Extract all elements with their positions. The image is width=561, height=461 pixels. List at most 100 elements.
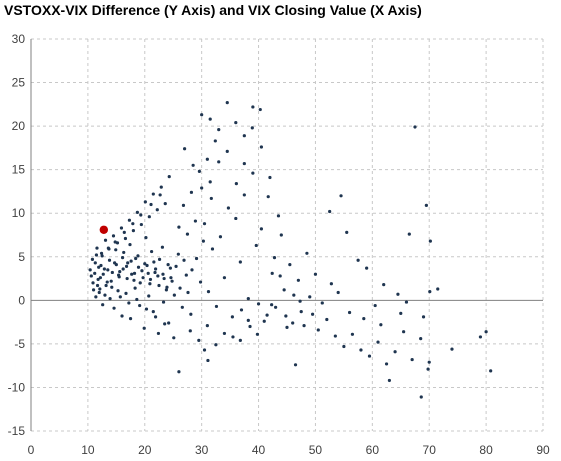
data-point <box>184 273 188 277</box>
data-point <box>124 264 129 268</box>
data-point <box>367 354 372 358</box>
data-point <box>147 294 151 298</box>
data-point <box>256 302 261 306</box>
data-point <box>143 200 147 204</box>
data-point <box>428 239 432 243</box>
data-point <box>139 213 143 217</box>
data-point <box>163 202 167 206</box>
data-point <box>157 283 161 288</box>
data-point <box>168 266 172 270</box>
data-point <box>205 323 209 328</box>
data-point <box>156 274 160 278</box>
data-point <box>161 272 165 276</box>
highlight-point <box>99 225 109 234</box>
data-point <box>396 292 400 296</box>
data-point <box>150 249 154 254</box>
data-point <box>259 145 263 149</box>
data-point <box>118 295 122 299</box>
data-point <box>88 268 92 272</box>
x-tick-labels: 0 10 20 30 40 50 60 70 80 90 <box>28 443 550 457</box>
data-point <box>410 357 414 362</box>
data-point <box>489 369 493 373</box>
data-point <box>230 315 234 319</box>
data-point <box>91 281 95 285</box>
data-point <box>149 202 153 207</box>
data-point <box>356 258 360 262</box>
data-point <box>262 319 266 323</box>
data-point <box>193 219 198 223</box>
data-point <box>101 303 105 307</box>
data-point <box>98 287 102 291</box>
data-point <box>379 323 383 327</box>
data-point <box>119 226 124 230</box>
data-point <box>320 301 324 305</box>
data-point <box>285 325 289 329</box>
data-point <box>436 287 440 291</box>
data-point <box>156 331 161 336</box>
data-point <box>112 306 116 310</box>
x-tick-label: 50 <box>309 443 323 457</box>
data-point <box>127 301 131 305</box>
data-point <box>328 209 332 214</box>
data-point <box>194 256 199 261</box>
data-point <box>169 276 173 280</box>
data-point <box>186 290 190 295</box>
data-point <box>93 271 97 275</box>
data-point <box>234 121 238 125</box>
x-tick-label: 90 <box>536 443 550 457</box>
data-point <box>109 279 113 283</box>
data-point <box>120 256 125 260</box>
data-point <box>248 324 252 329</box>
data-point <box>293 363 298 367</box>
data-point <box>182 258 186 262</box>
data-point <box>222 276 227 280</box>
data-point <box>128 242 132 247</box>
data-point <box>185 232 190 236</box>
data-point <box>180 305 184 309</box>
data-point <box>99 263 103 268</box>
data-point <box>159 185 163 189</box>
data-point <box>284 314 288 318</box>
data-point <box>450 347 454 351</box>
data-point <box>222 331 227 336</box>
data-point <box>96 277 100 282</box>
data-point <box>191 163 195 167</box>
data-point <box>201 239 205 243</box>
data-point <box>210 247 215 251</box>
grid-lines <box>31 38 544 432</box>
data-point <box>226 206 231 210</box>
data-point <box>484 330 488 334</box>
data-point <box>162 276 166 281</box>
data-point <box>407 232 411 236</box>
data-point <box>132 278 136 282</box>
data-point <box>419 395 423 399</box>
y-tick-labels: -15 -10 -5 0 5 10 15 20 25 30 <box>8 32 26 438</box>
data-point <box>384 362 389 366</box>
chart-title: VSTOXX-VIX Difference (Y Axis) and VIX C… <box>4 2 422 18</box>
data-point <box>238 260 242 264</box>
data-point <box>99 251 104 255</box>
data-point <box>190 268 194 272</box>
data-point <box>111 234 116 238</box>
data-point <box>110 285 114 289</box>
data-point <box>122 250 126 255</box>
y-tick-label: -5 <box>14 337 25 351</box>
data-point <box>288 263 292 267</box>
data-point <box>104 283 108 288</box>
data-point <box>428 290 432 294</box>
data-point <box>302 323 306 328</box>
data-point <box>282 288 286 292</box>
data-point <box>202 222 207 226</box>
data-point <box>161 300 166 304</box>
data-point <box>157 257 162 261</box>
data-point <box>189 190 194 194</box>
data-point <box>208 117 212 121</box>
data-point <box>131 229 135 233</box>
data-point <box>251 105 255 109</box>
data-points <box>88 100 493 399</box>
data-point <box>291 321 295 325</box>
data-point <box>225 100 229 105</box>
y-tick-label: 15 <box>12 163 26 177</box>
data-point <box>107 258 112 262</box>
data-point <box>296 278 300 282</box>
